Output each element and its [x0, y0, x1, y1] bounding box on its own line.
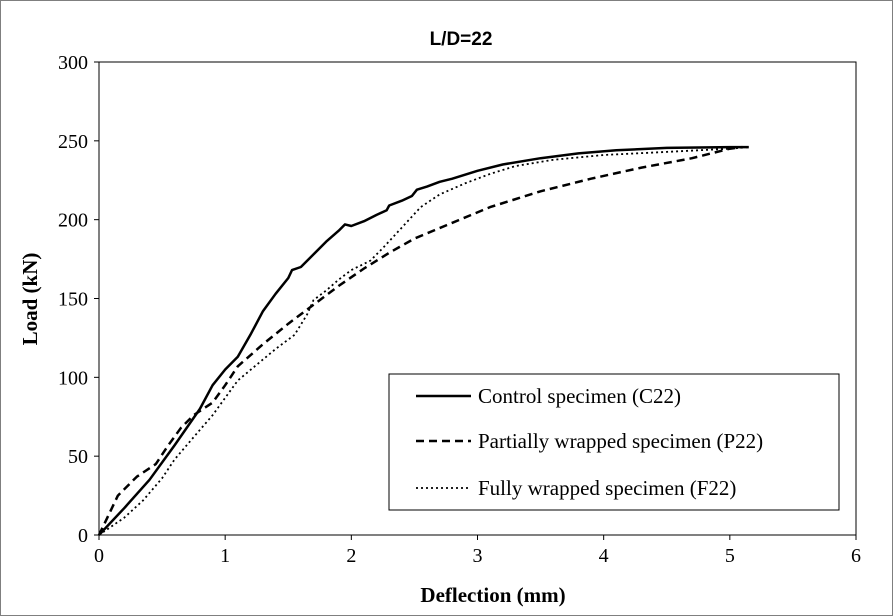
x-tick-label: 4 — [599, 545, 609, 567]
x-tick-label: 3 — [473, 545, 483, 567]
legend-label-1: Control specimen (C22) — [478, 384, 681, 408]
y-tick-label: 150 — [58, 289, 88, 311]
series-line-1 — [98, 145, 749, 536]
series-layer — [97, 145, 749, 536]
series-line-2 — [97, 145, 743, 536]
legend-label-2: Partially wrapped specimen (P22) — [478, 429, 763, 453]
series-line-3 — [98, 146, 749, 536]
x-tick-label: 0 — [94, 545, 104, 567]
x-tick-label: 5 — [725, 545, 735, 567]
y-tick-label: 300 — [58, 52, 88, 74]
x-tick-label: 1 — [220, 545, 230, 567]
y-tick-label: 250 — [58, 131, 88, 153]
y-tick-label: 0 — [78, 525, 88, 547]
x-axis-label: Deflection (mm) — [420, 583, 565, 607]
legend-label-3: Fully wrapped specimen (F22) — [478, 476, 736, 500]
y-axis-ticks: 0 50 100 150 200 250 300 — [58, 52, 99, 547]
y-tick-label: 200 — [58, 210, 88, 232]
y-tick-label: 50 — [68, 446, 88, 468]
legend: Control specimen (C22) Partially wrapped … — [388, 373, 840, 511]
chart-title: L/D=22 — [430, 29, 493, 50]
x-tick-label: 6 — [851, 545, 861, 567]
y-tick-label: 100 — [58, 367, 88, 389]
x-axis-ticks: 0 1 2 3 4 5 6 — [94, 535, 861, 567]
y-axis-label: Load (kN) — [18, 253, 42, 346]
x-tick-label: 2 — [346, 545, 356, 567]
